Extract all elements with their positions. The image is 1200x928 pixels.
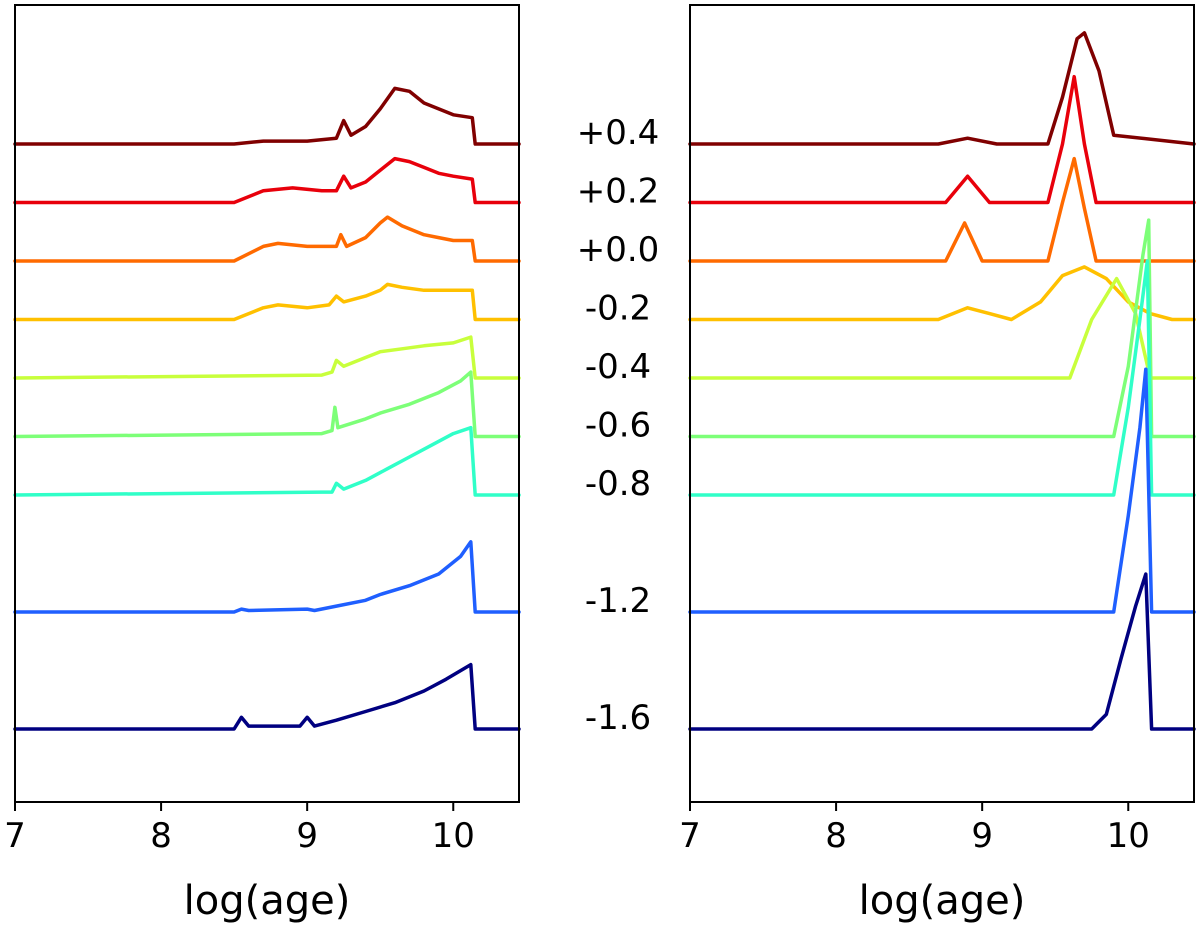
- left-series-8: [13, 662, 521, 731]
- left-series-1: [13, 156, 521, 205]
- left-xlabel: log(age): [184, 878, 351, 924]
- metallicity-label-1: +0.2: [577, 172, 660, 212]
- right-series-7: [688, 367, 1196, 614]
- left-xtick-label-2: 9: [296, 816, 318, 856]
- metallicity-label-5: -0.6: [585, 406, 651, 446]
- right-xtick-label-1: 8: [825, 816, 847, 856]
- left-series-7: [13, 540, 521, 614]
- left-panel: 7 8 9 10 log(age): [4, 4, 521, 924]
- right-xtick-label-3: 10: [1107, 816, 1150, 856]
- metallicity-label-3: -0.2: [585, 289, 651, 329]
- right-series-5: [688, 218, 1196, 439]
- metallicity-label-7: -1.2: [585, 581, 651, 621]
- right-xlabel: log(age): [859, 878, 1026, 924]
- right-series-6: [688, 259, 1196, 497]
- left-axes-frame: [14, 4, 520, 803]
- right-series-2: [688, 156, 1196, 263]
- right-series-8: [688, 572, 1196, 731]
- right-axes-frame: [689, 4, 1195, 803]
- right-series-1: [688, 74, 1196, 205]
- right-panel: 7 8 9 10 log(age): [679, 4, 1196, 924]
- left-series-6: [13, 425, 521, 497]
- metallicity-label-4: -0.4: [585, 347, 651, 387]
- right-xtick-label-2: 9: [971, 816, 993, 856]
- metallicity-label-2: +0.0: [577, 230, 660, 270]
- left-xtick-label-1: 8: [150, 816, 172, 856]
- left-series-4: [13, 335, 521, 380]
- left-series-5: [13, 370, 521, 439]
- left-xtick-label-0: 7: [4, 816, 26, 856]
- metallicity-labels: +0.4 +0.2 +0.0 -0.2 -0.4 -0.6 -0.8 -1.2 -1.6: [577, 113, 660, 738]
- left-series-3: [13, 282, 521, 322]
- metallicity-label-0: +0.4: [577, 113, 660, 153]
- left-series-0: [13, 86, 521, 146]
- left-xtick-label-3: 10: [432, 816, 475, 856]
- metallicity-label-8: -1.6: [585, 698, 651, 738]
- metallicity-label-6: -0.8: [585, 464, 651, 504]
- left-series-2: [13, 215, 521, 263]
- right-series-0: [688, 31, 1196, 146]
- right-xtick-label-0: 7: [679, 816, 701, 856]
- right-series-3: [688, 265, 1196, 322]
